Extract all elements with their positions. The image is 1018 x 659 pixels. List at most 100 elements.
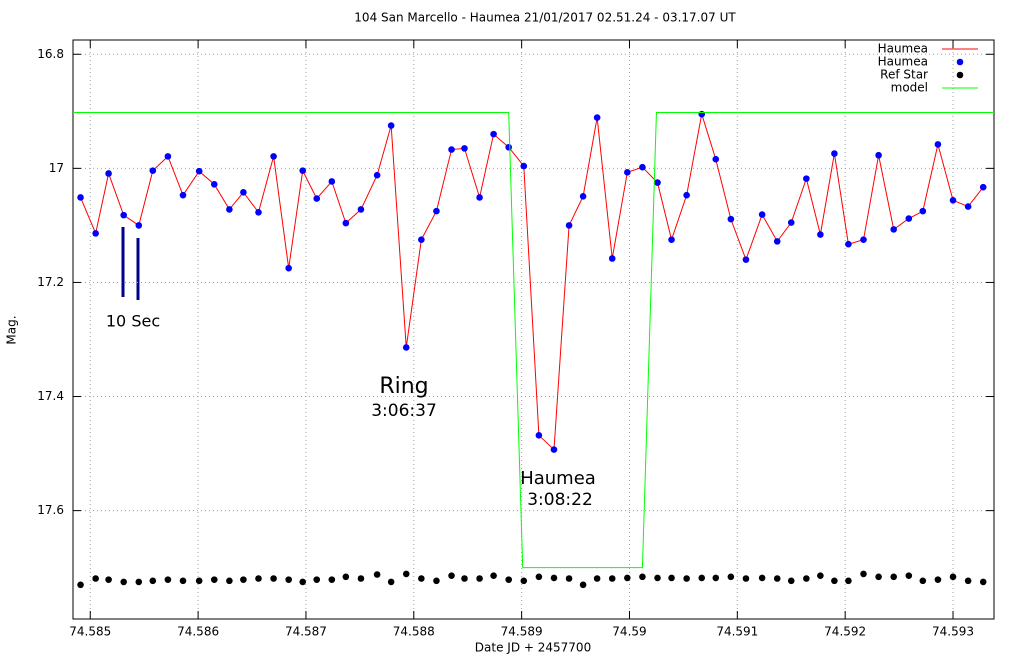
data-point — [357, 206, 365, 213]
y-tick-label: 17 — [49, 161, 64, 175]
data-point — [742, 256, 750, 263]
data-point — [402, 570, 410, 578]
data-point — [418, 236, 425, 243]
data-point — [135, 578, 143, 586]
data-point — [105, 576, 112, 583]
annotation: 10 Sec — [106, 312, 160, 331]
data-point — [179, 577, 187, 585]
data-point — [77, 194, 84, 201]
data-point — [803, 575, 810, 582]
data-point — [342, 573, 350, 581]
data-point — [285, 264, 292, 272]
x-tick-label: 74.591 — [716, 625, 758, 639]
data-point — [299, 578, 307, 586]
data-point — [949, 196, 957, 204]
data-point — [964, 203, 972, 210]
series-line — [80, 114, 984, 451]
data-point — [624, 574, 631, 582]
data-point — [949, 573, 957, 581]
annotation: 3:08:22 — [527, 490, 593, 510]
y-tick-label: 17.4 — [37, 389, 64, 403]
data-point — [668, 574, 675, 582]
data-point — [105, 170, 112, 177]
data-point — [448, 572, 455, 579]
data-point — [668, 236, 675, 243]
x-tick-label: 74.593 — [932, 625, 974, 639]
data-point — [520, 162, 528, 170]
data-point — [120, 211, 127, 219]
data-point — [535, 432, 543, 439]
data-point — [149, 577, 157, 585]
data-point — [875, 151, 882, 159]
data-point — [342, 219, 350, 227]
data-point — [505, 576, 512, 583]
legend-label: Haumea — [878, 55, 928, 69]
data-point — [654, 574, 661, 582]
data-point — [373, 171, 381, 179]
data-point — [683, 191, 690, 199]
data-point — [742, 575, 750, 582]
data-point — [550, 574, 558, 582]
data-point — [654, 179, 661, 186]
data-point — [210, 576, 218, 583]
data-point — [698, 574, 706, 582]
data-point — [860, 570, 867, 578]
data-point — [240, 189, 247, 196]
data-point — [550, 446, 558, 453]
data-point — [831, 150, 838, 157]
data-point — [226, 206, 233, 213]
data-point — [565, 575, 573, 582]
data-point — [934, 141, 942, 148]
data-point — [490, 572, 497, 579]
x-axis-label: Date JD + 2457700 — [475, 641, 591, 655]
data-point — [387, 122, 395, 129]
data-point — [608, 575, 616, 582]
data-point — [255, 208, 262, 216]
data-point — [712, 155, 720, 163]
data-point — [639, 163, 646, 171]
data-point — [195, 167, 203, 175]
legend-swatch — [956, 58, 964, 66]
data-point — [979, 578, 987, 586]
data-point — [683, 575, 690, 582]
data-point — [758, 574, 766, 582]
data-point — [817, 231, 824, 238]
data-point — [433, 577, 440, 585]
data-point — [608, 255, 616, 262]
x-tick-label: 74.59 — [612, 625, 646, 639]
data-point — [164, 153, 172, 160]
data-point — [875, 573, 882, 581]
data-point — [490, 130, 497, 138]
data-point — [727, 573, 735, 581]
legend-swatch — [956, 71, 964, 79]
x-tick-label: 74.592 — [824, 625, 866, 639]
data-point — [77, 581, 84, 589]
data-point — [773, 238, 781, 245]
series-line — [73, 111, 994, 569]
data-point — [255, 575, 262, 582]
data-point — [448, 146, 455, 153]
data-point — [803, 175, 810, 182]
data-point — [285, 576, 292, 583]
data-point — [505, 143, 512, 151]
data-point — [773, 575, 781, 582]
data-point — [402, 344, 410, 351]
data-point — [328, 178, 336, 185]
data-point — [270, 153, 277, 160]
data-point — [476, 575, 483, 582]
data-point — [890, 226, 898, 233]
x-tick-label: 74.586 — [177, 625, 219, 639]
data-point — [964, 577, 972, 585]
data-point — [712, 574, 720, 582]
y-axis-label: Mag. — [5, 315, 19, 344]
data-point — [787, 577, 795, 585]
annotation: Haumea — [520, 468, 596, 489]
x-tick-label: 74.588 — [393, 625, 435, 639]
data-point — [387, 578, 395, 586]
data-point — [210, 181, 218, 188]
data-point — [149, 167, 157, 174]
data-point — [179, 191, 187, 199]
data-point — [905, 572, 913, 579]
data-point — [461, 575, 468, 582]
